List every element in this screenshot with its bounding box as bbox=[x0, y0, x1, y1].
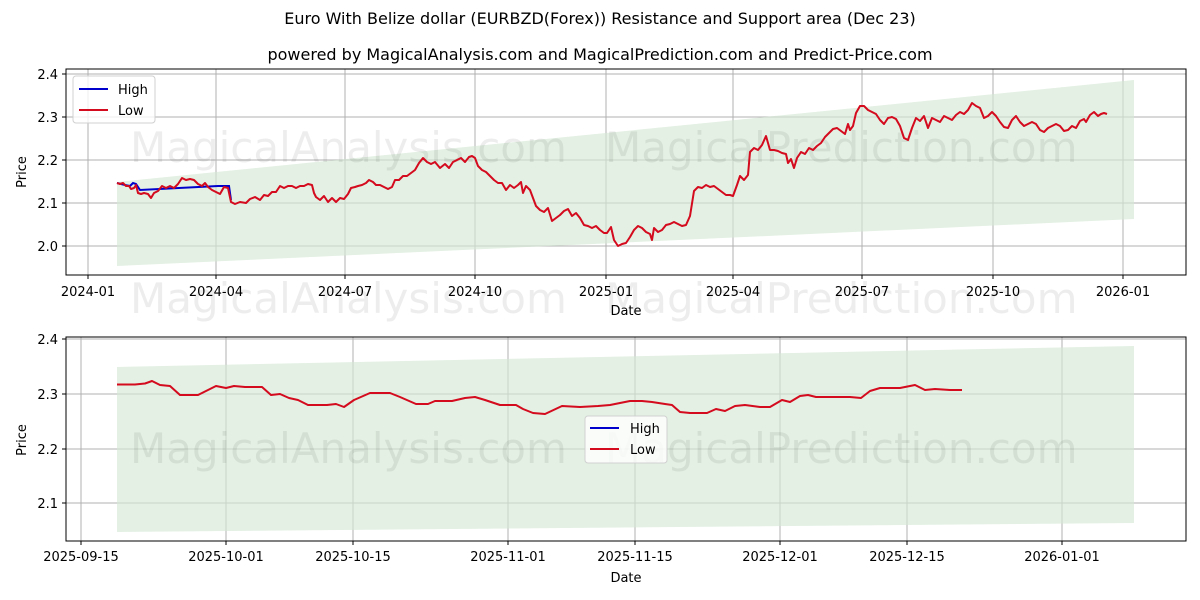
svg-text:2.1: 2.1 bbox=[37, 197, 58, 212]
top-y-tick-labels: 2.4 2.3 2.2 2.1 2.0 bbox=[37, 68, 58, 255]
svg-text:2026-01: 2026-01 bbox=[1096, 285, 1150, 300]
svg-text:2026-01-01: 2026-01-01 bbox=[1024, 550, 1100, 565]
svg-text:2024-01: 2024-01 bbox=[61, 285, 115, 300]
svg-text:2025-09-15: 2025-09-15 bbox=[43, 550, 119, 565]
legend-high-label: High bbox=[630, 422, 660, 437]
svg-text:2.4: 2.4 bbox=[37, 68, 58, 83]
bottom-axes-frame bbox=[65, 336, 1187, 542]
svg-text:2025-07: 2025-07 bbox=[835, 285, 889, 300]
svg-text:2.4: 2.4 bbox=[37, 333, 58, 348]
top-x-axis-label: Date bbox=[610, 304, 641, 319]
svg-text:2.0: 2.0 bbox=[37, 240, 58, 255]
bottom-chart: MagicalAnalysis.com MagicalPrediction.co… bbox=[15, 333, 1187, 586]
legend-low-label: Low bbox=[630, 443, 656, 458]
top-y-axis-label: Price bbox=[15, 156, 30, 188]
watermark-analysis-mid: MagicalAnalysis.com bbox=[130, 274, 567, 323]
chart-subtitle: powered by MagicalAnalysis.com and Magic… bbox=[267, 45, 933, 64]
chart-title: Euro With Belize dollar (EURBZD(Forex)) … bbox=[284, 9, 916, 28]
svg-text:2025-11-15: 2025-11-15 bbox=[597, 550, 673, 565]
watermark-prediction-mid: MagicalPrediction.com bbox=[605, 274, 1078, 323]
bottom-x-tick-labels: 2025-09-15 2025-10-01 2025-10-15 2025-11… bbox=[43, 550, 1100, 565]
svg-text:2.1: 2.1 bbox=[37, 497, 58, 512]
legend-low-label: Low bbox=[118, 104, 144, 119]
svg-text:2.3: 2.3 bbox=[37, 388, 58, 403]
top-axes-frame bbox=[65, 68, 1187, 276]
bottom-low-line bbox=[117, 380, 962, 415]
svg-text:2025-12-15: 2025-12-15 bbox=[869, 550, 945, 565]
watermark-analysis-bottom: MagicalAnalysis.com bbox=[130, 424, 567, 473]
svg-text:2025-10-01: 2025-10-01 bbox=[188, 550, 264, 565]
svg-text:2.3: 2.3 bbox=[37, 111, 58, 126]
watermark-prediction-bottom: MagicalPrediction.com bbox=[605, 424, 1078, 473]
bottom-x-axis-label: Date bbox=[610, 571, 641, 586]
top-low-line bbox=[116, 102, 1108, 247]
top-x-tick-labels: 2024-01 2024-04 2024-07 2024-10 2025-01 … bbox=[61, 285, 1150, 300]
svg-text:2025-04: 2025-04 bbox=[706, 285, 760, 300]
svg-text:2.2: 2.2 bbox=[37, 154, 58, 169]
top-legend: High Low bbox=[72, 75, 156, 124]
svg-text:2025-10: 2025-10 bbox=[966, 285, 1020, 300]
svg-text:2024-04: 2024-04 bbox=[189, 285, 243, 300]
watermark-analysis: MagicalAnalysis.com bbox=[130, 123, 567, 172]
svg-text:2024-10: 2024-10 bbox=[448, 285, 502, 300]
bottom-legend: High Low bbox=[584, 415, 668, 464]
bottom-y-axis-label: Price bbox=[15, 424, 30, 456]
svg-text:2024-07: 2024-07 bbox=[318, 285, 372, 300]
legend-high-label: High bbox=[118, 83, 148, 98]
svg-text:2025-01: 2025-01 bbox=[579, 285, 633, 300]
svg-text:2025-12-01: 2025-12-01 bbox=[742, 550, 818, 565]
svg-text:2025-11-01: 2025-11-01 bbox=[470, 550, 546, 565]
top-support-resistance-band bbox=[117, 80, 1134, 266]
svg-text:2025-10-15: 2025-10-15 bbox=[315, 550, 391, 565]
top-chart: MagicalAnalysis.com MagicalPrediction.co… bbox=[15, 68, 1187, 319]
svg-text:2.2: 2.2 bbox=[37, 443, 58, 458]
bottom-y-tick-labels: 2.4 2.3 2.2 2.1 bbox=[37, 333, 58, 512]
